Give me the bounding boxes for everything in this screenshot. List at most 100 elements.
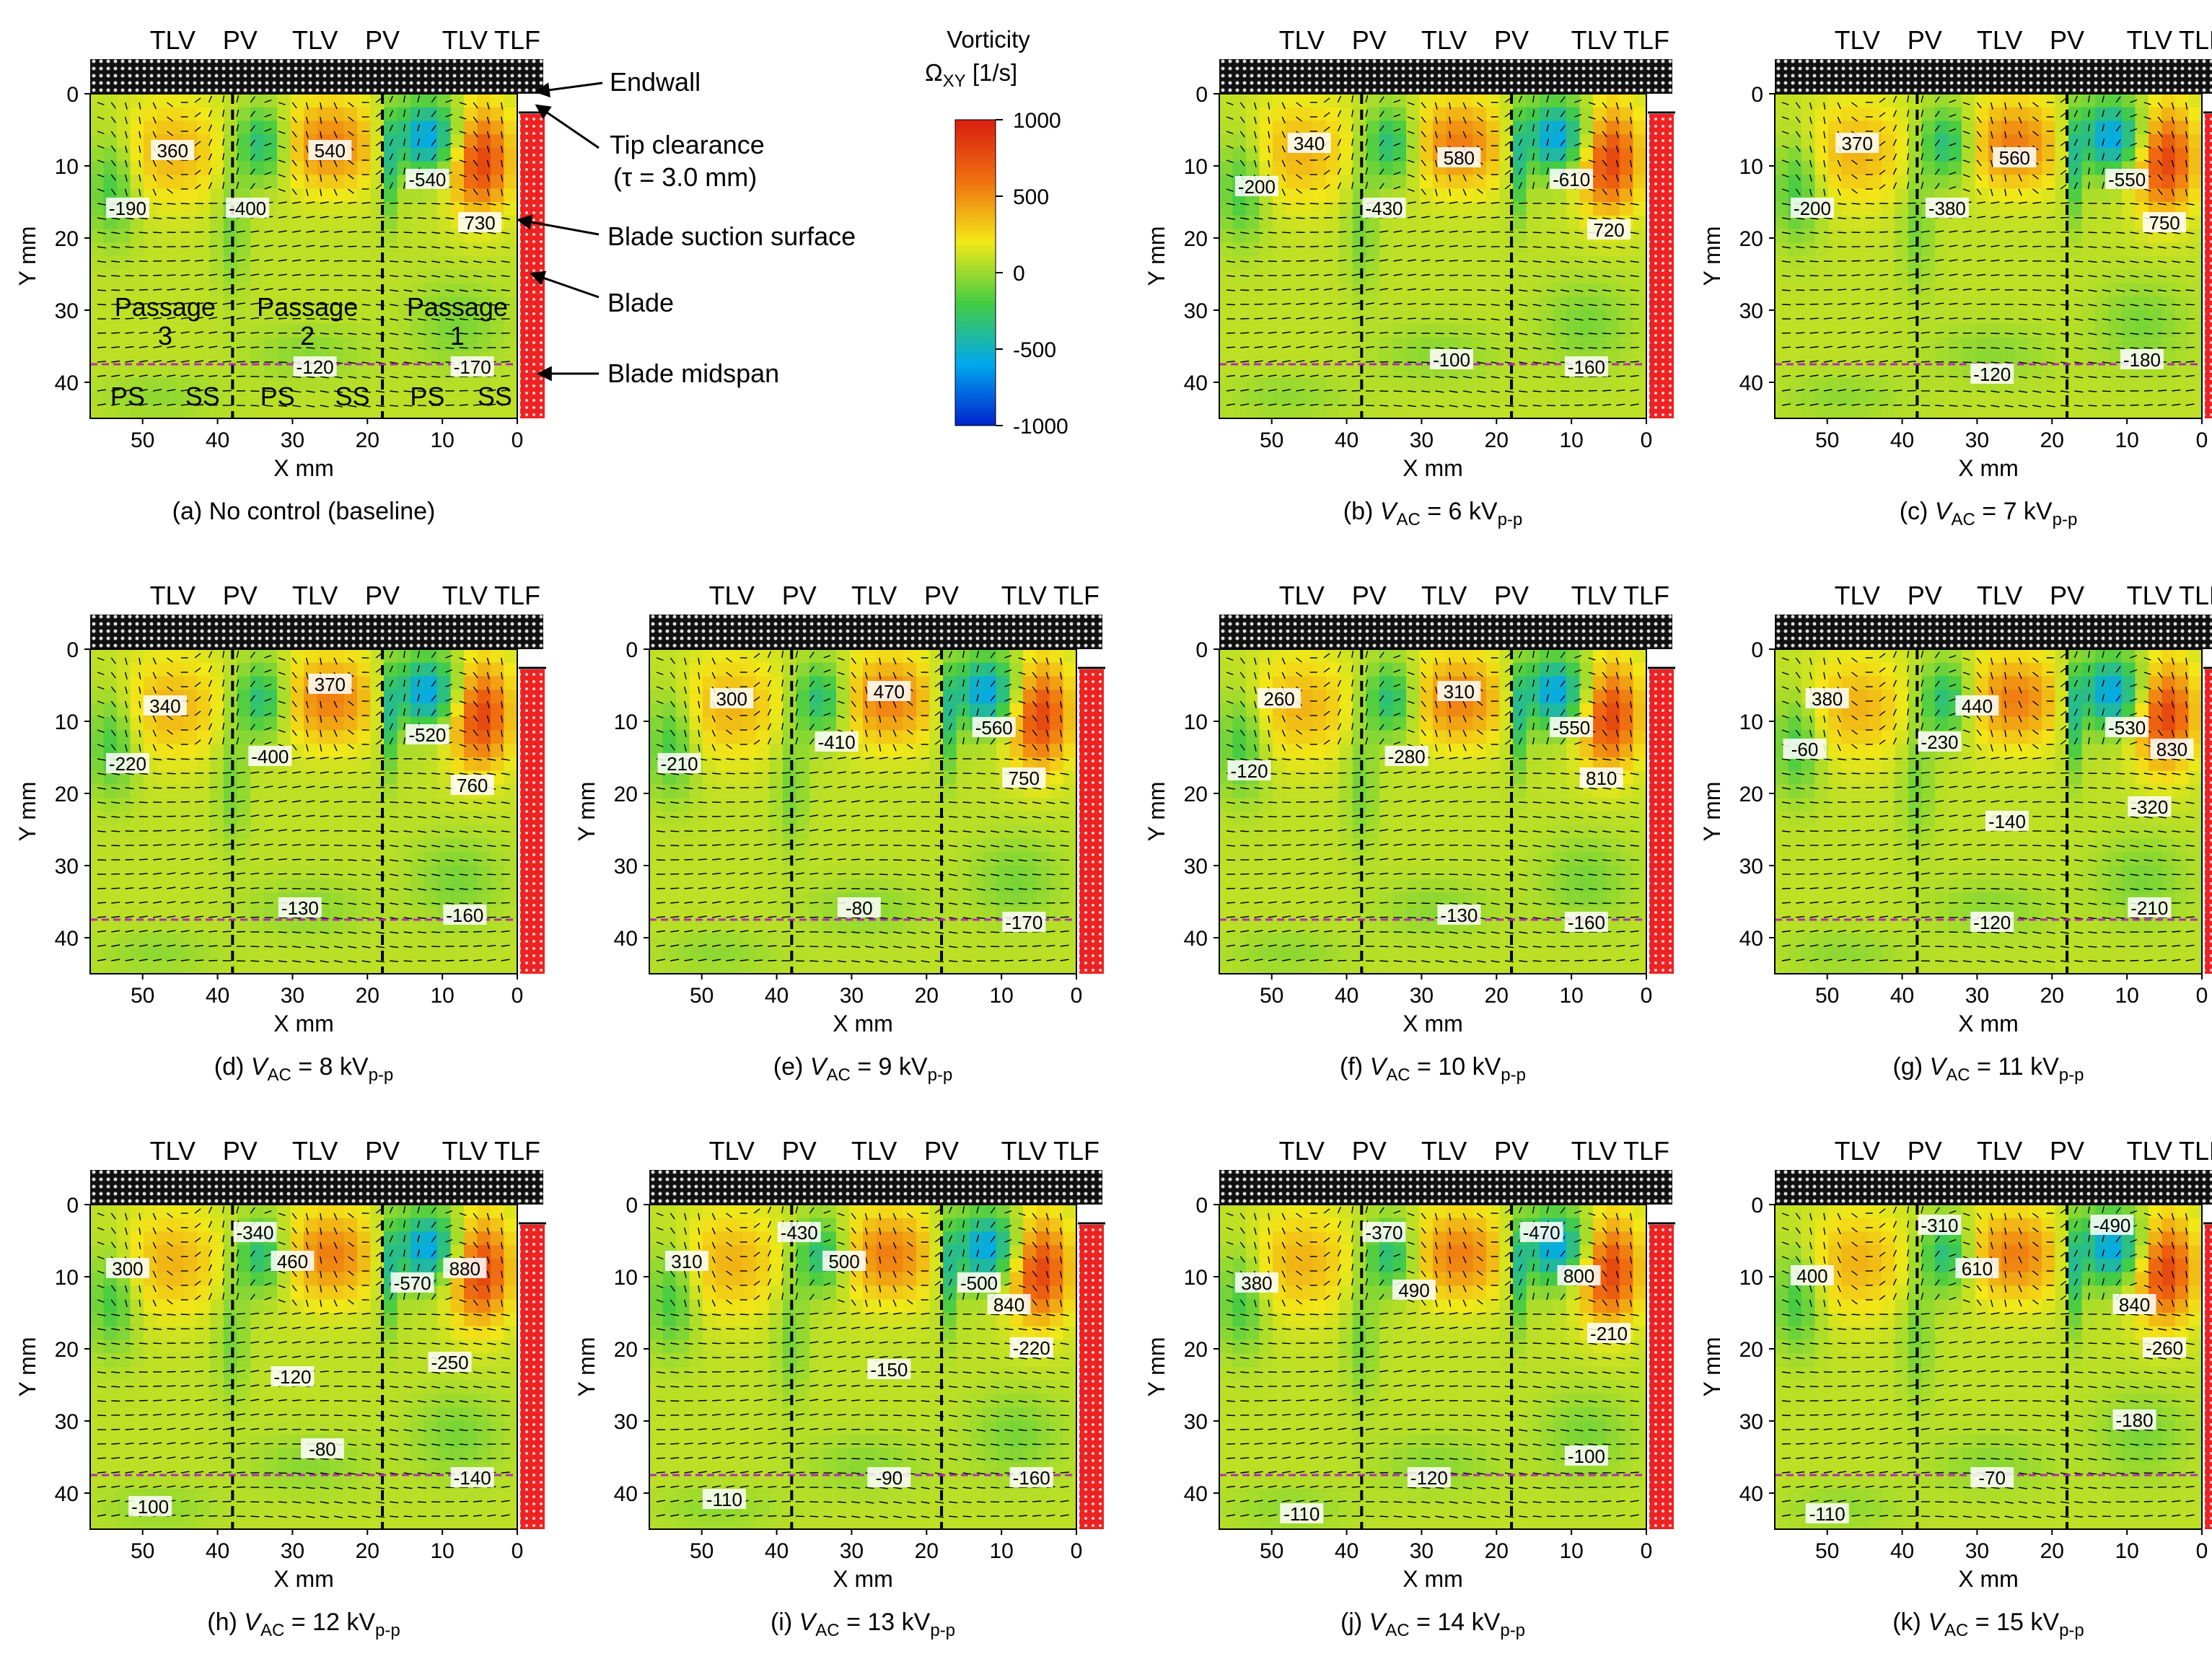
- heatmap-cell: [90, 337, 105, 351]
- heatmap-cell: [183, 107, 198, 122]
- heatmap-cell: [2081, 296, 2096, 311]
- vector: [1921, 361, 1931, 363]
- heatmap-cell: [1814, 161, 1829, 176]
- heatmap-cell: [1606, 351, 1620, 365]
- heatmap-cell: [90, 730, 105, 744]
- heatmap-cell: [1828, 229, 1843, 243]
- heatmap-cell: [2188, 161, 2203, 176]
- heatmap-cell: [304, 107, 318, 122]
- heatmap-cell: [1366, 161, 1380, 176]
- heatmap-cell: [1486, 377, 1501, 392]
- heatmap-cell: [330, 229, 345, 243]
- heatmap-cell: [1855, 323, 1869, 338]
- vortex-label: PV: [365, 25, 400, 55]
- heatmap-cell: [491, 296, 505, 311]
- heatmap-cell: [157, 188, 171, 203]
- heatmap-cell: [1828, 94, 1843, 108]
- heatmap-cell: [423, 94, 438, 108]
- heatmap-cell: [2175, 377, 2190, 392]
- heatmap-cell: [197, 351, 211, 365]
- heatmap-cell: [2081, 256, 2096, 270]
- heatmap-cell: [423, 310, 438, 325]
- heatmap-cell: [1366, 148, 1380, 162]
- heatmap-cell: [210, 824, 224, 840]
- heatmap-cell: [2161, 337, 2176, 351]
- heatmap-cell: [90, 323, 105, 338]
- vortex-label: TLV: [2127, 25, 2172, 55]
- heatmap-cell: [304, 310, 318, 325]
- heatmap-cell: [304, 824, 318, 840]
- heatmap-cell: [450, 283, 465, 297]
- heatmap-cell: [477, 269, 491, 284]
- heatmap-cell: [1219, 405, 1234, 419]
- heatmap-cell: [450, 391, 465, 405]
- heatmap-cell: [1908, 323, 1923, 338]
- heatmap-cell: [317, 229, 331, 243]
- heatmap-cell: [1606, 296, 1620, 311]
- heatmap-cell: [2122, 405, 2136, 419]
- heatmap-cell: [1379, 148, 1394, 162]
- heatmap-cell: [2149, 148, 2163, 162]
- heatmap-cell: [1339, 377, 1353, 392]
- heatmap-cell: [1379, 310, 1394, 325]
- heatmap-cell: [263, 310, 278, 325]
- heatmap-cell: [237, 824, 251, 840]
- heatmap-cell: [290, 242, 304, 257]
- heatmap-cell: [1935, 161, 1949, 176]
- heatmap-cell: [117, 852, 131, 866]
- heatmap-cell: [384, 215, 398, 230]
- heatmap-cell: [1326, 175, 1340, 189]
- heatmap-cell: [2188, 377, 2203, 392]
- vorticity-peak-label: 370: [1842, 133, 1873, 154]
- heatmap-cell: [1841, 351, 1856, 365]
- heatmap-cell: [464, 296, 478, 311]
- heatmap-cell: [1460, 256, 1474, 270]
- heatmap-cell: [2001, 337, 2016, 351]
- heatmap-cell: [1540, 405, 1554, 419]
- heatmap-cell: [1962, 310, 1976, 325]
- heatmap-cell: [1299, 351, 1314, 365]
- vector: [1781, 346, 1791, 348]
- heatmap-cell: [411, 337, 425, 351]
- heatmap-cell: [277, 120, 291, 135]
- heatmap-cell: [464, 852, 478, 866]
- heatmap-cell: [263, 242, 278, 257]
- heatmap-cell: [2028, 202, 2042, 216]
- heatmap-cell: [2149, 377, 2163, 392]
- heatmap-cell: [1895, 391, 1909, 405]
- heatmap-cell: [1579, 405, 1594, 419]
- heatmap-cell: [1975, 148, 1989, 162]
- heatmap-cell: [317, 188, 331, 203]
- vector: [2172, 318, 2181, 320]
- heatmap-cell: [1841, 337, 1856, 351]
- heatmap-cell: [1526, 188, 1540, 203]
- vector: [2019, 304, 2028, 306]
- panel-caption: (b) VAC = 6 kVp-p: [1343, 498, 1523, 529]
- heatmap-cell: [2081, 337, 2096, 351]
- heatmap-cell: [183, 323, 198, 338]
- heatmap-cell: [2068, 377, 2083, 392]
- heatmap-cell: [1273, 107, 1287, 122]
- heatmap-cell: [1540, 391, 1554, 405]
- heatmap-cell: [1988, 242, 2003, 257]
- heatmap-cell: [1775, 148, 1789, 162]
- heatmap-cell: [1801, 120, 1816, 135]
- heatmap-cell: [1379, 269, 1394, 284]
- heatmap-cell: [1326, 391, 1340, 405]
- heatmap-cell: [1855, 391, 1869, 405]
- heatmap-cell: [290, 703, 304, 718]
- heatmap-cell: [2042, 377, 2056, 392]
- heatmap-cell: [384, 744, 398, 758]
- heatmap-cell: [1975, 107, 1989, 122]
- heatmap-cell: [1801, 148, 1816, 162]
- heatmap-cell: [1828, 391, 1843, 405]
- heatmap-cell: [2001, 134, 2016, 149]
- heatmap-cell: [1775, 310, 1789, 325]
- heatmap-cell: [1975, 405, 1989, 419]
- heatmap-cell: [330, 202, 345, 216]
- heatmap-cell: [1339, 391, 1353, 405]
- heatmap-cell: [343, 757, 358, 772]
- heatmap-cell: [464, 323, 478, 338]
- heatmap-cell: [277, 134, 291, 149]
